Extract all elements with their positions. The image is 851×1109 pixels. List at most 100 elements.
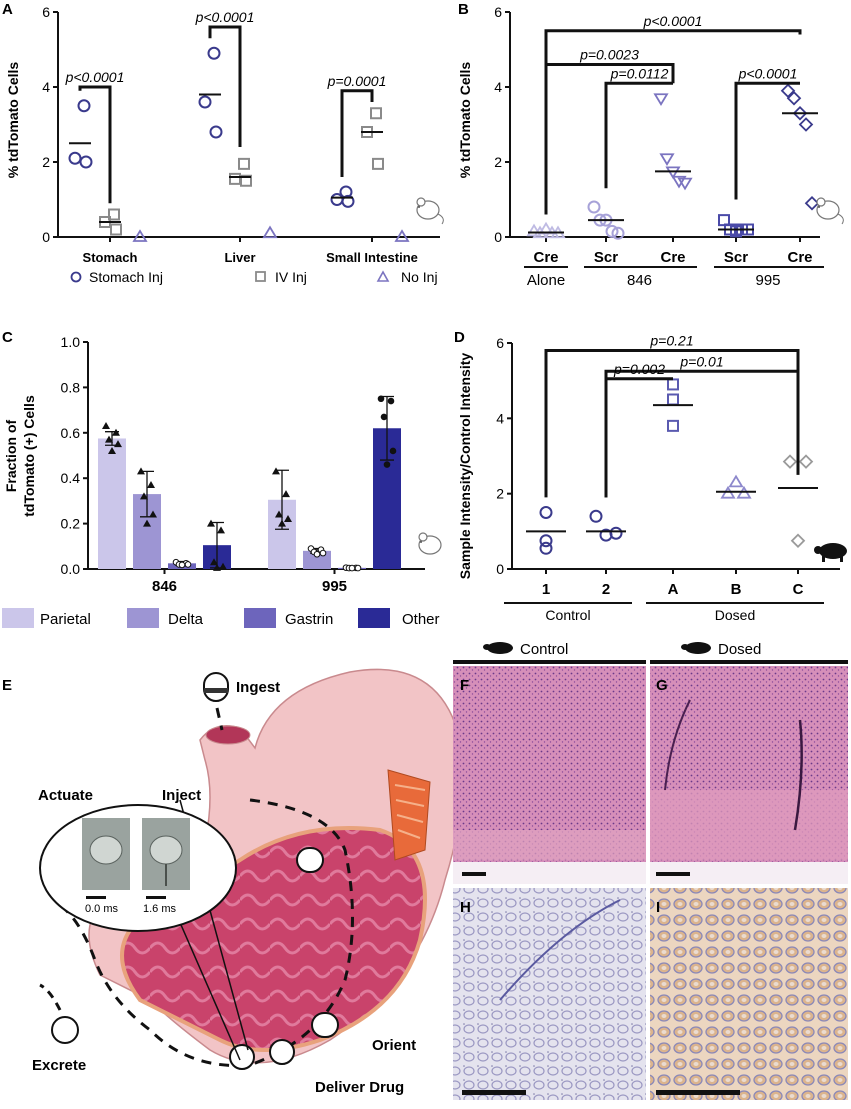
legend-marker-stomach-inj (70, 271, 82, 283)
data-point (238, 157, 250, 170)
label-ingest: Ingest (236, 679, 280, 696)
panel-a-axes: 0 2 4 6 (42, 4, 440, 245)
legend-label: Stomach Inj (89, 269, 163, 285)
data-point (330, 193, 344, 206)
panel-b-group-label: 995 (755, 272, 780, 289)
muscle-layer (387, 769, 431, 861)
panel-d-category-label: 2 (602, 581, 610, 598)
time-label-0: 0.0 ms (85, 903, 119, 915)
panel-d-marks (526, 378, 818, 555)
panel-b-sig-1-label: p<0.0001 (643, 13, 703, 29)
data-point (112, 428, 120, 436)
data-point (209, 125, 223, 139)
data-point (611, 226, 625, 240)
label-orient: Orient (372, 1037, 416, 1054)
scale-bar (656, 1090, 740, 1095)
panel-letter-e: E (2, 677, 12, 694)
panel-b-significance: p<0.0001 p=0.0023 p=0.0112 p<0.0001 (544, 13, 802, 215)
data-point (137, 467, 145, 475)
bar (98, 438, 126, 569)
panel-b-y-tick-label: 4 (494, 79, 502, 95)
panel-d-category-labels: 1 2 A B C Control Dosed (504, 581, 824, 623)
data-point (589, 509, 603, 523)
data-point (110, 223, 122, 236)
data-point (143, 519, 151, 527)
panel-d-y-tick-label: 0 (496, 561, 504, 577)
panel-b-category-labels: Cre Scr Cre Scr Cre Alone 846 995 (524, 249, 824, 289)
data-point (348, 564, 356, 572)
panel-d-significance: p=0.21 p=0.01 p=0.002 (544, 333, 800, 498)
histology-image-h (453, 888, 646, 1100)
legend-label: No Inj (401, 269, 438, 285)
data-point (377, 395, 385, 403)
data-point (599, 528, 613, 542)
panel-c-y-tick-label: 0.8 (61, 379, 81, 395)
panel-c-group-label: 846 (152, 578, 177, 595)
scale-bar (462, 872, 486, 876)
data-point (798, 117, 814, 132)
pig-icon (814, 543, 847, 562)
capsule-icon (203, 672, 229, 702)
panel-b-group-label: Alone (527, 272, 565, 289)
data-point (149, 510, 157, 518)
data-point (790, 533, 806, 549)
data-point (108, 446, 116, 454)
panel-e-illustration: E 0.0 ms 1.6 ms Actuate Inject Inge (2, 668, 464, 1096)
data-point (178, 561, 186, 569)
data-point (229, 172, 241, 185)
panel-b-sig-2-label: p=0.0023 (579, 47, 639, 63)
capsule-icon (229, 1044, 255, 1070)
data-point (370, 107, 382, 120)
panel-c-marks (98, 395, 401, 572)
data-point (213, 563, 221, 571)
panel-b-ylabel: % tdTomato Cells (457, 62, 473, 179)
panel-c-axes: 0.0 0.2 0.4 0.6 0.8 1.0 846 995 (61, 334, 425, 595)
capsule-icon (311, 1012, 339, 1038)
data-point (354, 564, 362, 572)
panel-d-sig-3-label: p=0.002 (613, 361, 665, 377)
label-excrete: Excrete (32, 1057, 86, 1074)
panel-d-sig-2-label: p=0.01 (679, 353, 723, 369)
data-point (217, 526, 225, 534)
capsule-icon (269, 1039, 295, 1065)
panel-a-sig-si-bracket (340, 89, 374, 177)
panel-d-sig-1-label: p=0.21 (649, 333, 693, 349)
panel-b-category-label: Cre (787, 249, 812, 266)
panel-d: D Sample Intensity/Control Intensity 0 2 4… (454, 329, 847, 623)
data-point (313, 550, 321, 558)
data-point (780, 83, 796, 99)
panel-c-y-tick-label: 0.4 (61, 470, 81, 486)
panel-b-marks (526, 83, 820, 240)
panel-d-category-label: B (731, 581, 742, 598)
esophagus-opening (205, 725, 251, 745)
panel-letter-g: G (656, 677, 668, 694)
data-point (372, 157, 384, 170)
legend-swatch-gastrin (244, 608, 276, 628)
data-point (786, 90, 802, 106)
data-point (677, 177, 693, 191)
legend-swatch-other (358, 608, 390, 628)
data-point (105, 435, 113, 443)
panel-a-sig-liver-label: p<0.0001 (195, 9, 255, 25)
panel-d-ylabel: Sample Intensity/Control Intensity (457, 353, 473, 580)
panel-a-y-tick-label: 6 (42, 4, 50, 20)
data-point (653, 93, 669, 106)
data-point (275, 510, 283, 518)
data-point (383, 461, 391, 468)
panel-letter-h: H (460, 899, 471, 916)
data-point (140, 492, 148, 500)
data-point (79, 155, 93, 169)
panel-b-sig-2-bracket (544, 63, 675, 215)
panel-letter-d: D (454, 329, 465, 346)
panel-d-category-label: A (668, 581, 679, 598)
data-point (387, 397, 395, 405)
panel-c-y-tick-label: 0.0 (61, 561, 81, 577)
data-point (77, 99, 91, 113)
legend-label: Parietal (40, 611, 91, 628)
panel-letter-a: A (2, 1, 13, 18)
panel-d-y-tick-label: 4 (496, 410, 504, 426)
data-point (394, 229, 410, 242)
panel-b: B % tdTomato Cells 0 2 4 6 p<0.0001 p=0.0023… (457, 1, 844, 289)
panel-a-y-tick-label: 2 (42, 154, 50, 170)
